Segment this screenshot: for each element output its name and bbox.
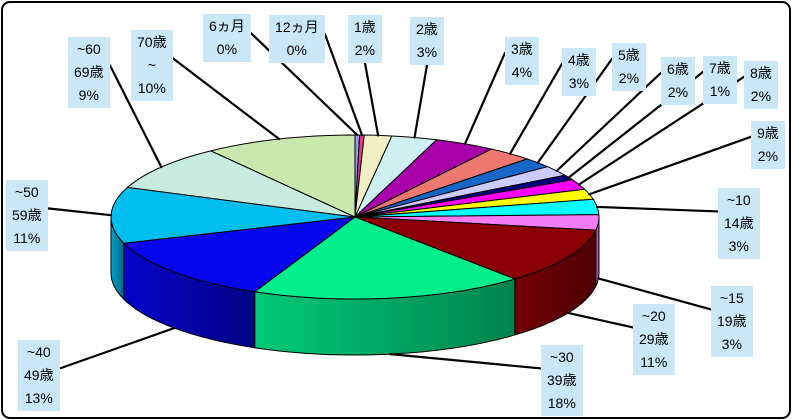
slice-label-percent: 9% xyxy=(78,87,99,103)
slice-label-percent: 11% xyxy=(640,354,668,370)
slice-label-percent: 0% xyxy=(216,41,238,57)
slice-label-percent: 2% xyxy=(354,42,376,58)
slice-label[interactable]: 6歳 2% xyxy=(661,57,695,105)
slice-label-text: 6歳 xyxy=(667,61,689,77)
pie-slice[interactable] xyxy=(354,216,597,280)
slice-label-text: 39歳 xyxy=(547,372,577,388)
slice-label-percent: 2% xyxy=(618,70,640,86)
slice-label[interactable]: ~10 14歳 3% xyxy=(718,188,760,259)
slice-label[interactable]: ~30 39歳 18% xyxy=(541,345,583,416)
slice-label-percent: 10% xyxy=(137,80,166,96)
slice-label-text: 5歳 xyxy=(618,47,640,63)
slice-label-percent: 3% xyxy=(721,336,742,352)
slice-label-text: 2歳 xyxy=(416,21,438,37)
slice-label[interactable]: 3歳 4% xyxy=(505,37,539,85)
slice-label-text: ~20 xyxy=(641,308,666,324)
slice-label[interactable]: 4歳 3% xyxy=(562,48,596,96)
slice-label-text: ~15 xyxy=(719,290,744,306)
slice-label-text: 69歳 xyxy=(74,64,104,80)
slice-label-text: 9歳 xyxy=(757,125,779,141)
slice-label[interactable]: ~50 59歳 11% xyxy=(6,180,48,251)
slice-label-text: 1歳 xyxy=(354,19,376,35)
leader-line xyxy=(108,64,163,169)
slice-label-text: 8歳 xyxy=(750,65,772,81)
leader-line xyxy=(413,63,429,139)
slice-label-percent: 4% xyxy=(511,64,533,80)
slice-label-text: ~50 xyxy=(14,184,39,200)
pie-slice[interactable] xyxy=(253,216,517,300)
pie-slice[interactable] xyxy=(122,216,357,293)
slice-label-text: ~10 xyxy=(726,192,751,208)
slice-label-text: ~60 xyxy=(76,41,101,57)
slice-label-percent: 1% xyxy=(709,83,731,99)
slice-label-text: 49歳 xyxy=(24,367,54,383)
slice-label[interactable]: ~15 19歳 3% xyxy=(711,286,753,357)
slice-label-text: 70歳 xyxy=(137,34,167,50)
leader-line xyxy=(389,353,543,370)
slice-label[interactable]: 8歳 2% xyxy=(744,61,778,109)
leader-line xyxy=(363,61,380,137)
leader-line xyxy=(536,57,614,164)
leader-line xyxy=(596,205,720,213)
slice-label-text: ~30 xyxy=(549,349,574,365)
slice-label-text: ~40 xyxy=(26,344,51,360)
leader-line xyxy=(463,51,507,145)
slice-label-percent: 13% xyxy=(24,390,53,406)
slice-label[interactable]: 70歳 ~10% xyxy=(131,30,173,101)
slice-label-percent: 0% xyxy=(286,42,307,58)
slice-label-text: 19歳 xyxy=(717,313,747,329)
slice-label[interactable]: ~40 49歳 13% xyxy=(18,340,60,411)
slice-label-text: 4歳 xyxy=(568,52,590,68)
slice-label-percent: 18% xyxy=(547,395,576,411)
slice-label-percent: 3% xyxy=(416,44,438,60)
leader-line xyxy=(171,57,281,141)
leader-line xyxy=(46,207,113,217)
leader-line xyxy=(323,33,364,137)
leader-line xyxy=(588,135,753,196)
leader-line xyxy=(566,311,635,329)
leader-line xyxy=(597,277,713,311)
leader-line xyxy=(249,32,359,137)
slice-label-percent: 11% xyxy=(13,230,41,246)
slice-label-text: 59歳 xyxy=(12,207,42,223)
leader-line xyxy=(58,326,176,370)
slice-label[interactable]: 5歳 2% xyxy=(612,43,646,91)
slice-label-percent: 3% xyxy=(728,238,749,254)
slice-label-text: 12ヵ月 xyxy=(275,19,319,35)
slice-label-text: 29歳 xyxy=(639,331,669,347)
slice-label[interactable]: 12ヵ月 0% xyxy=(269,15,325,63)
slice-label[interactable]: 7歳 1% xyxy=(703,56,737,104)
slice-label-text: 6ヵ月 xyxy=(209,18,245,34)
slice-label[interactable]: ~20 29歳 11% xyxy=(633,304,675,375)
slice-label[interactable]: ~60 69歳 9% xyxy=(68,37,110,108)
slice-label-text: 7歳 xyxy=(709,60,731,76)
slice-label-percent: 3% xyxy=(568,75,590,91)
slice-label[interactable]: 1歳 2% xyxy=(348,15,382,63)
slice-label-percent: 2% xyxy=(757,148,779,164)
slice-label-percent: 2% xyxy=(667,84,689,100)
slice-label-text: 14歳 xyxy=(724,215,754,231)
slice-label[interactable]: 2歳 3% xyxy=(410,17,444,65)
slice-label[interactable]: 9歳 2% xyxy=(751,121,785,169)
leader-line xyxy=(509,62,564,155)
slice-label-percent: 2% xyxy=(750,88,772,104)
slice-label-text: 3歳 xyxy=(511,41,533,57)
slice-label[interactable]: 6ヵ月 0% xyxy=(203,14,251,62)
slice-label-text: ~ xyxy=(147,57,156,73)
